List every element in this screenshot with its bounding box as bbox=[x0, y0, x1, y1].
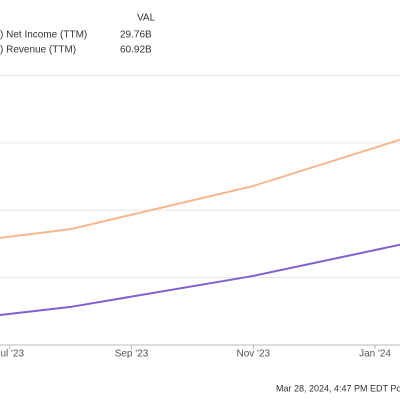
legend-label: ) Revenue (TTM) bbox=[0, 45, 76, 56]
x-tick-label: Jan '24 bbox=[359, 349, 391, 360]
legend-value: 60.92B bbox=[120, 45, 152, 56]
x-tick-label: Sep '23 bbox=[115, 349, 149, 360]
legend-header: VAL bbox=[137, 13, 156, 24]
series-line bbox=[0, 243, 400, 317]
x-tick-label: Jul '23 bbox=[0, 349, 24, 360]
footer: Mar 28, 2024, 4:47 PM EDT Powe bbox=[276, 383, 400, 393]
legend-label: ) Net Income (TTM) bbox=[0, 30, 87, 41]
series-line bbox=[0, 138, 400, 239]
legend-value: 29.76B bbox=[120, 30, 152, 41]
x-tick-label: Nov '23 bbox=[236, 349, 270, 360]
